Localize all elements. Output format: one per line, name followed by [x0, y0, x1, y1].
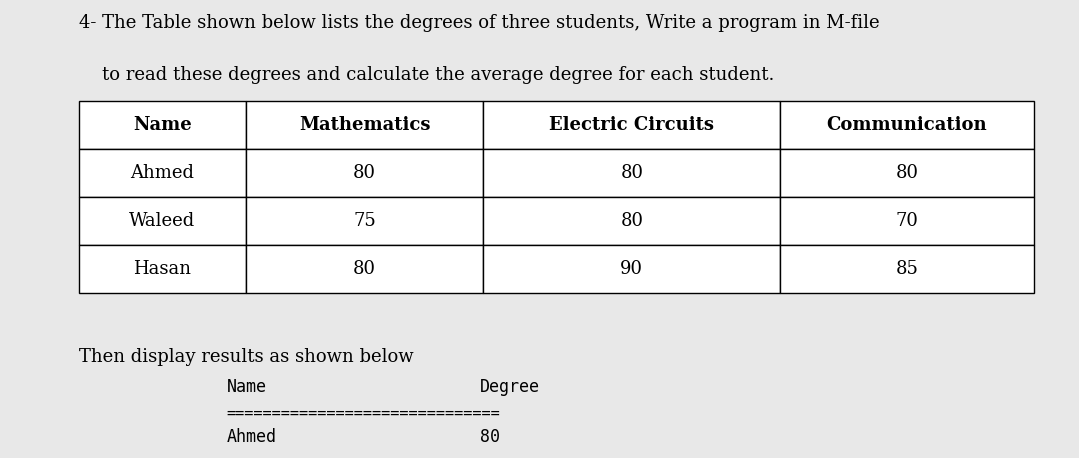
- Bar: [246, 149, 483, 197]
- Text: 70: 70: [896, 212, 918, 230]
- Bar: [483, 101, 780, 149]
- Bar: [246, 197, 483, 245]
- Text: ==============================: ==============================: [227, 405, 501, 420]
- Bar: [780, 149, 1034, 197]
- Text: Name: Name: [133, 116, 192, 134]
- Text: Ahmed: Ahmed: [227, 428, 276, 446]
- Text: 90: 90: [620, 260, 643, 278]
- Bar: [780, 197, 1034, 245]
- Text: Waleed: Waleed: [129, 212, 195, 230]
- Text: Hasan: Hasan: [134, 260, 191, 278]
- Text: 4- The Table shown below lists the degrees of three students, Write a program in: 4- The Table shown below lists the degre…: [79, 14, 879, 32]
- Text: Degree: Degree: [480, 378, 541, 396]
- Text: 80: 80: [480, 428, 501, 446]
- Bar: [483, 197, 780, 245]
- Text: to read these degrees and calculate the average degree for each student.: to read these degrees and calculate the …: [79, 66, 774, 84]
- Text: 80: 80: [353, 260, 377, 278]
- Text: Electric Circuits: Electric Circuits: [549, 116, 714, 134]
- Bar: [246, 101, 483, 149]
- Text: 80: 80: [353, 164, 377, 182]
- Text: Mathematics: Mathematics: [299, 116, 431, 134]
- Text: Then display results as shown below: Then display results as shown below: [79, 348, 413, 366]
- Text: Name: Name: [227, 378, 267, 396]
- Text: Communication: Communication: [827, 116, 987, 134]
- Bar: [780, 101, 1034, 149]
- Text: 80: 80: [620, 212, 643, 230]
- Bar: [483, 245, 780, 293]
- Text: 85: 85: [896, 260, 918, 278]
- Bar: [483, 149, 780, 197]
- Text: 75: 75: [353, 212, 377, 230]
- Bar: [246, 245, 483, 293]
- Bar: [780, 245, 1034, 293]
- Bar: [79, 101, 246, 149]
- Bar: [79, 149, 246, 197]
- Text: 80: 80: [620, 164, 643, 182]
- Text: 80: 80: [896, 164, 918, 182]
- Bar: [79, 197, 246, 245]
- Text: Ahmed: Ahmed: [131, 164, 194, 182]
- Bar: [79, 245, 246, 293]
